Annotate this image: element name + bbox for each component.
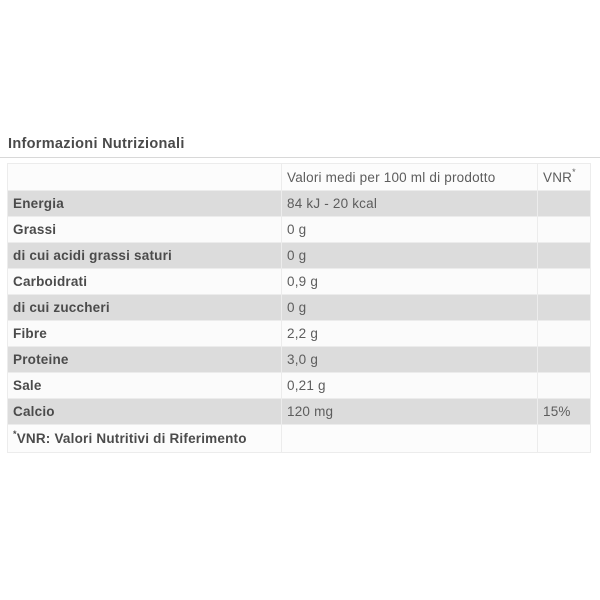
nutrient-vnr [537, 346, 591, 373]
table-footer-row: *VNR: Valori Nutritivi di Riferimento [7, 424, 591, 453]
vnr-asterisk: * [572, 167, 576, 177]
table-row-carboidrati: Carboidrati 0,9 g [7, 268, 591, 295]
nutrient-vnr [537, 294, 591, 321]
header-vnr-label: VNR [543, 169, 573, 185]
nutrient-vnr [537, 242, 591, 269]
nutrient-value: 120 mg [281, 398, 538, 425]
nutrient-name: Fibre [7, 320, 282, 347]
nutrient-value: 0 g [281, 294, 538, 321]
header-row: Valori medi per 100 ml di prodotto VNR* [7, 163, 591, 191]
nutrient-value: 0 g [281, 216, 538, 243]
header-vnr-cell: VNR* [537, 163, 591, 191]
nutrient-vnr [537, 216, 591, 243]
footnote-text: VNR: Valori Nutritivi di Riferimento [16, 431, 247, 446]
nutrient-value: 84 kJ - 20 kcal [281, 190, 538, 217]
table-row-zuccheri: di cui zuccheri 0 g [7, 294, 591, 321]
nutrient-value: 3,0 g [281, 346, 538, 373]
footer-empty-value-cell [281, 424, 538, 453]
nutrient-name: Calcio [7, 398, 282, 425]
nutrition-table: Valori medi per 100 ml di prodotto VNR* … [7, 163, 591, 453]
nutrient-value: 0 g [281, 242, 538, 269]
header-block: Informazioni Nutrizionali [0, 0, 600, 158]
nutrient-name: di cui zuccheri [7, 294, 282, 321]
table-row-calcio: Calcio 120 mg 15% [7, 398, 591, 425]
nutrient-name: di cui acidi grassi saturi [7, 242, 282, 269]
nutrient-value: 0,21 g [281, 372, 538, 399]
nutrient-name: Proteine [7, 346, 282, 373]
nutrient-value: 2,2 g [281, 320, 538, 347]
nutrient-name: Sale [7, 372, 282, 399]
nutrient-name: Carboidrati [7, 268, 282, 295]
nutrition-table-body: Energia 84 kJ - 20 kcal Grassi 0 g di cu… [7, 190, 591, 453]
header-nutrient-cell [7, 163, 282, 191]
table-row-grassi: Grassi 0 g [7, 216, 591, 243]
table-row-energia: Energia 84 kJ - 20 kcal [7, 190, 591, 217]
nutrient-vnr [537, 190, 591, 217]
title-divider [0, 157, 600, 158]
nutrient-vnr [537, 268, 591, 295]
table-row-sale: Sale 0,21 g [7, 372, 591, 399]
table-row-grassi-saturi: di cui acidi grassi saturi 0 g [7, 242, 591, 269]
nutrient-name: Grassi [7, 216, 282, 243]
nutrition-table-header: Valori medi per 100 ml di prodotto VNR* [7, 163, 591, 191]
footer-empty-vnr-cell [537, 424, 591, 453]
nutrient-vnr: 15% [537, 398, 591, 425]
table-row-fibre: Fibre 2,2 g [7, 320, 591, 347]
nutrient-vnr [537, 372, 591, 399]
page-title: Informazioni Nutrizionali [8, 136, 185, 152]
nutrient-value: 0,9 g [281, 268, 538, 295]
table-row-proteine: Proteine 3,0 g [7, 346, 591, 373]
nutrient-name: Energia [7, 190, 282, 217]
nutrient-vnr [537, 320, 591, 347]
header-values-cell: Valori medi per 100 ml di prodotto [281, 163, 538, 191]
footnote-asterisk: * [13, 428, 17, 439]
header-values-label: Valori medi per 100 ml di prodotto [287, 169, 496, 185]
vnr-footnote: *VNR: Valori Nutritivi di Riferimento [7, 424, 282, 453]
